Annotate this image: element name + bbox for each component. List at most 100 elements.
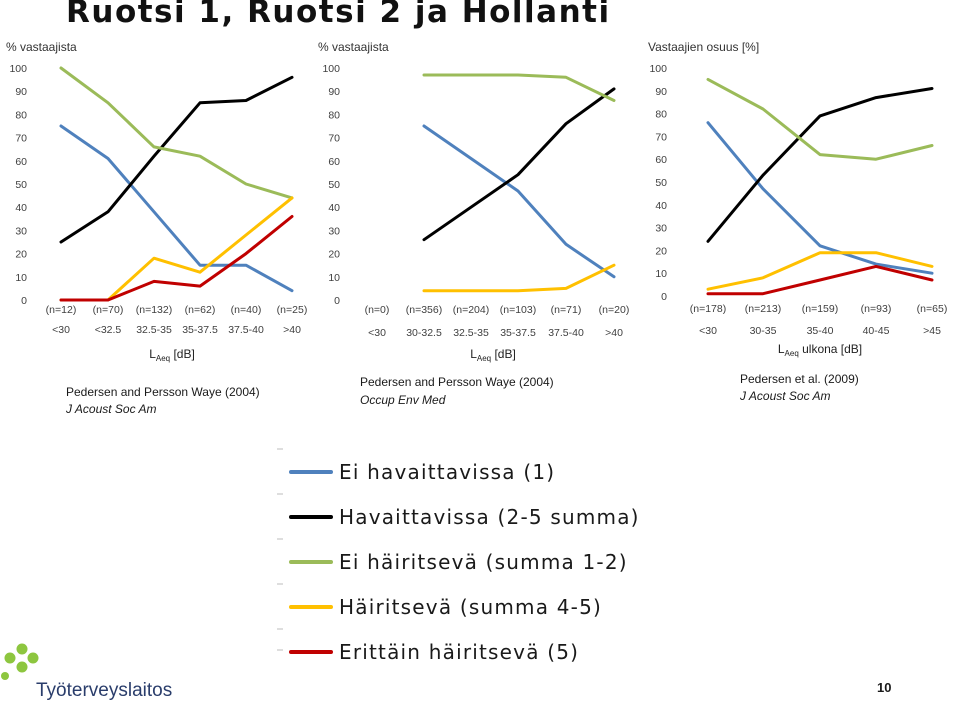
chart-2: % vastaajista 0 10 20 30 40 50 60 70 80 90 100 (n=0)… [318,40,629,407]
legend-label: Havaittavissa (2-5 summa) [339,505,640,529]
series-line-4 [422,263,616,293]
y-tick-label: 50 [15,179,27,191]
y-tick-label: 30 [328,225,340,237]
series-line-1 [706,121,934,275]
y-tick-label: 10 [328,272,340,284]
y-tick-label: 80 [328,109,340,121]
x-count-label: (n=25) [277,304,308,316]
x-axis-label: LAeq ulkona [dB] [778,342,862,358]
series-line-1 [59,124,294,293]
y-tick-label: 100 [322,63,340,75]
y-tick-label: 30 [655,223,667,235]
x-count-label: (n=40) [231,304,262,316]
y-axis-label: Vastaajien osuus [%] [648,40,759,54]
y-tick-label: 50 [328,179,340,191]
x-axis-label: LAeq [dB] [149,347,195,363]
logo-dot [27,652,39,664]
series-line-5 [59,215,294,302]
series-line-5 [706,264,934,296]
y-tick-label: 70 [15,133,27,145]
x-tick-label: <30 [699,325,717,337]
x-count-label: (n=12) [46,304,77,316]
source-journal: Occup Env Med [360,393,446,407]
y-tick-label: 0 [334,295,340,307]
series-line-3 [706,77,934,161]
y-tick-label: 10 [655,268,667,280]
chart-3: Vastaajien osuus [%] 0 10 20 30 40 50 60 70 80 90 1… [648,40,947,403]
x-count-label: (n=356) [406,304,442,316]
series-line-2 [422,87,616,242]
y-tick-label: 70 [328,133,340,145]
x-count-label: (n=0) [365,304,390,316]
page-title: Ruotsi 1, Ruotsi 2 ja Hollanti [66,0,611,30]
x-count-label: (n=70) [93,304,124,316]
y-axis-label: % vastaajista [6,40,77,54]
y-tick-label: 20 [655,245,667,257]
x-tick-label: >40 [605,327,623,339]
series-line-2 [706,87,934,243]
series-line-4 [706,251,934,291]
source-citation: Pedersen and Persson Waye (2004) [360,375,554,389]
y-tick-label: 90 [655,86,667,98]
logo-text: Työterveyslaitos [36,680,172,701]
x-count-label: (n=93) [861,303,892,315]
y-tick-label: 0 [661,291,667,303]
y-tick-label: 80 [655,109,667,121]
y-tick-label: 10 [15,272,27,284]
legend-label: Ei havaittavissa (1) [339,460,555,484]
x-tick-label: >40 [283,324,301,336]
x-count-label: (n=159) [802,303,838,315]
y-axis-label: % vastaajista [318,40,389,54]
x-count-label: (n=178) [690,303,726,315]
series-line-2 [59,75,294,244]
logo-dot [4,652,16,664]
x-tick-label: 35-40 [807,325,834,337]
source-citation: Pedersen and Persson Waye (2004) [66,385,260,399]
x-count-label: (n=213) [745,303,781,315]
source-journal: J Acoust Soc Am [65,402,156,416]
x-count-label: (n=65) [917,303,948,315]
y-tick-label: 90 [15,86,27,98]
y-tick-label: 20 [328,249,340,261]
x-tick-label: >45 [923,325,941,337]
y-tick-label: 100 [9,63,27,75]
y-tick-label: 60 [15,156,27,168]
x-count-label: (n=132) [136,304,172,316]
x-tick-label: <30 [368,327,386,339]
page-number: 10 [877,680,892,695]
logo-dot [16,643,28,655]
x-tick-label: 32.5-35 [453,327,489,339]
x-tick-label: 32.5-35 [136,324,172,336]
x-tick-label: 35-37.5 [500,327,536,339]
legend: Ei havaittavissa (1) Havaittavissa (2-5 s… [277,448,640,664]
y-tick-label: 80 [15,109,27,121]
y-tick-label: 70 [655,131,667,143]
x-count-label: (n=103) [500,304,536,316]
x-count-label: (n=71) [551,304,582,316]
x-tick-label: <30 [52,324,70,336]
x-count-label: (n=20) [599,304,630,316]
logo-dot [16,661,28,673]
y-tick-label: 20 [15,249,27,261]
legend-label: Ei häiritsevä (summa 1-2) [339,550,628,574]
source-journal: J Acoust Soc Am [739,389,830,403]
x-count-label: (n=204) [453,304,489,316]
y-tick-label: 40 [15,202,27,214]
logo-dot [1,672,9,680]
y-tick-label: 100 [649,63,667,75]
series-line-3 [59,66,294,200]
x-tick-label: 35-37.5 [182,324,218,336]
x-tick-label: 30-35 [750,325,777,337]
series-line-1 [422,124,616,279]
y-tick-label: 50 [655,177,667,189]
y-tick-label: 60 [328,156,340,168]
y-tick-label: 40 [655,200,667,212]
y-tick-label: 90 [328,86,340,98]
x-tick-label: 37.5-40 [228,324,264,336]
x-axis-label: LAeq [dB] [470,347,516,363]
y-tick-label: 60 [655,154,667,166]
series-line-3 [422,73,616,102]
x-tick-label: 40-45 [863,325,890,337]
x-count-label: (n=62) [185,304,216,316]
